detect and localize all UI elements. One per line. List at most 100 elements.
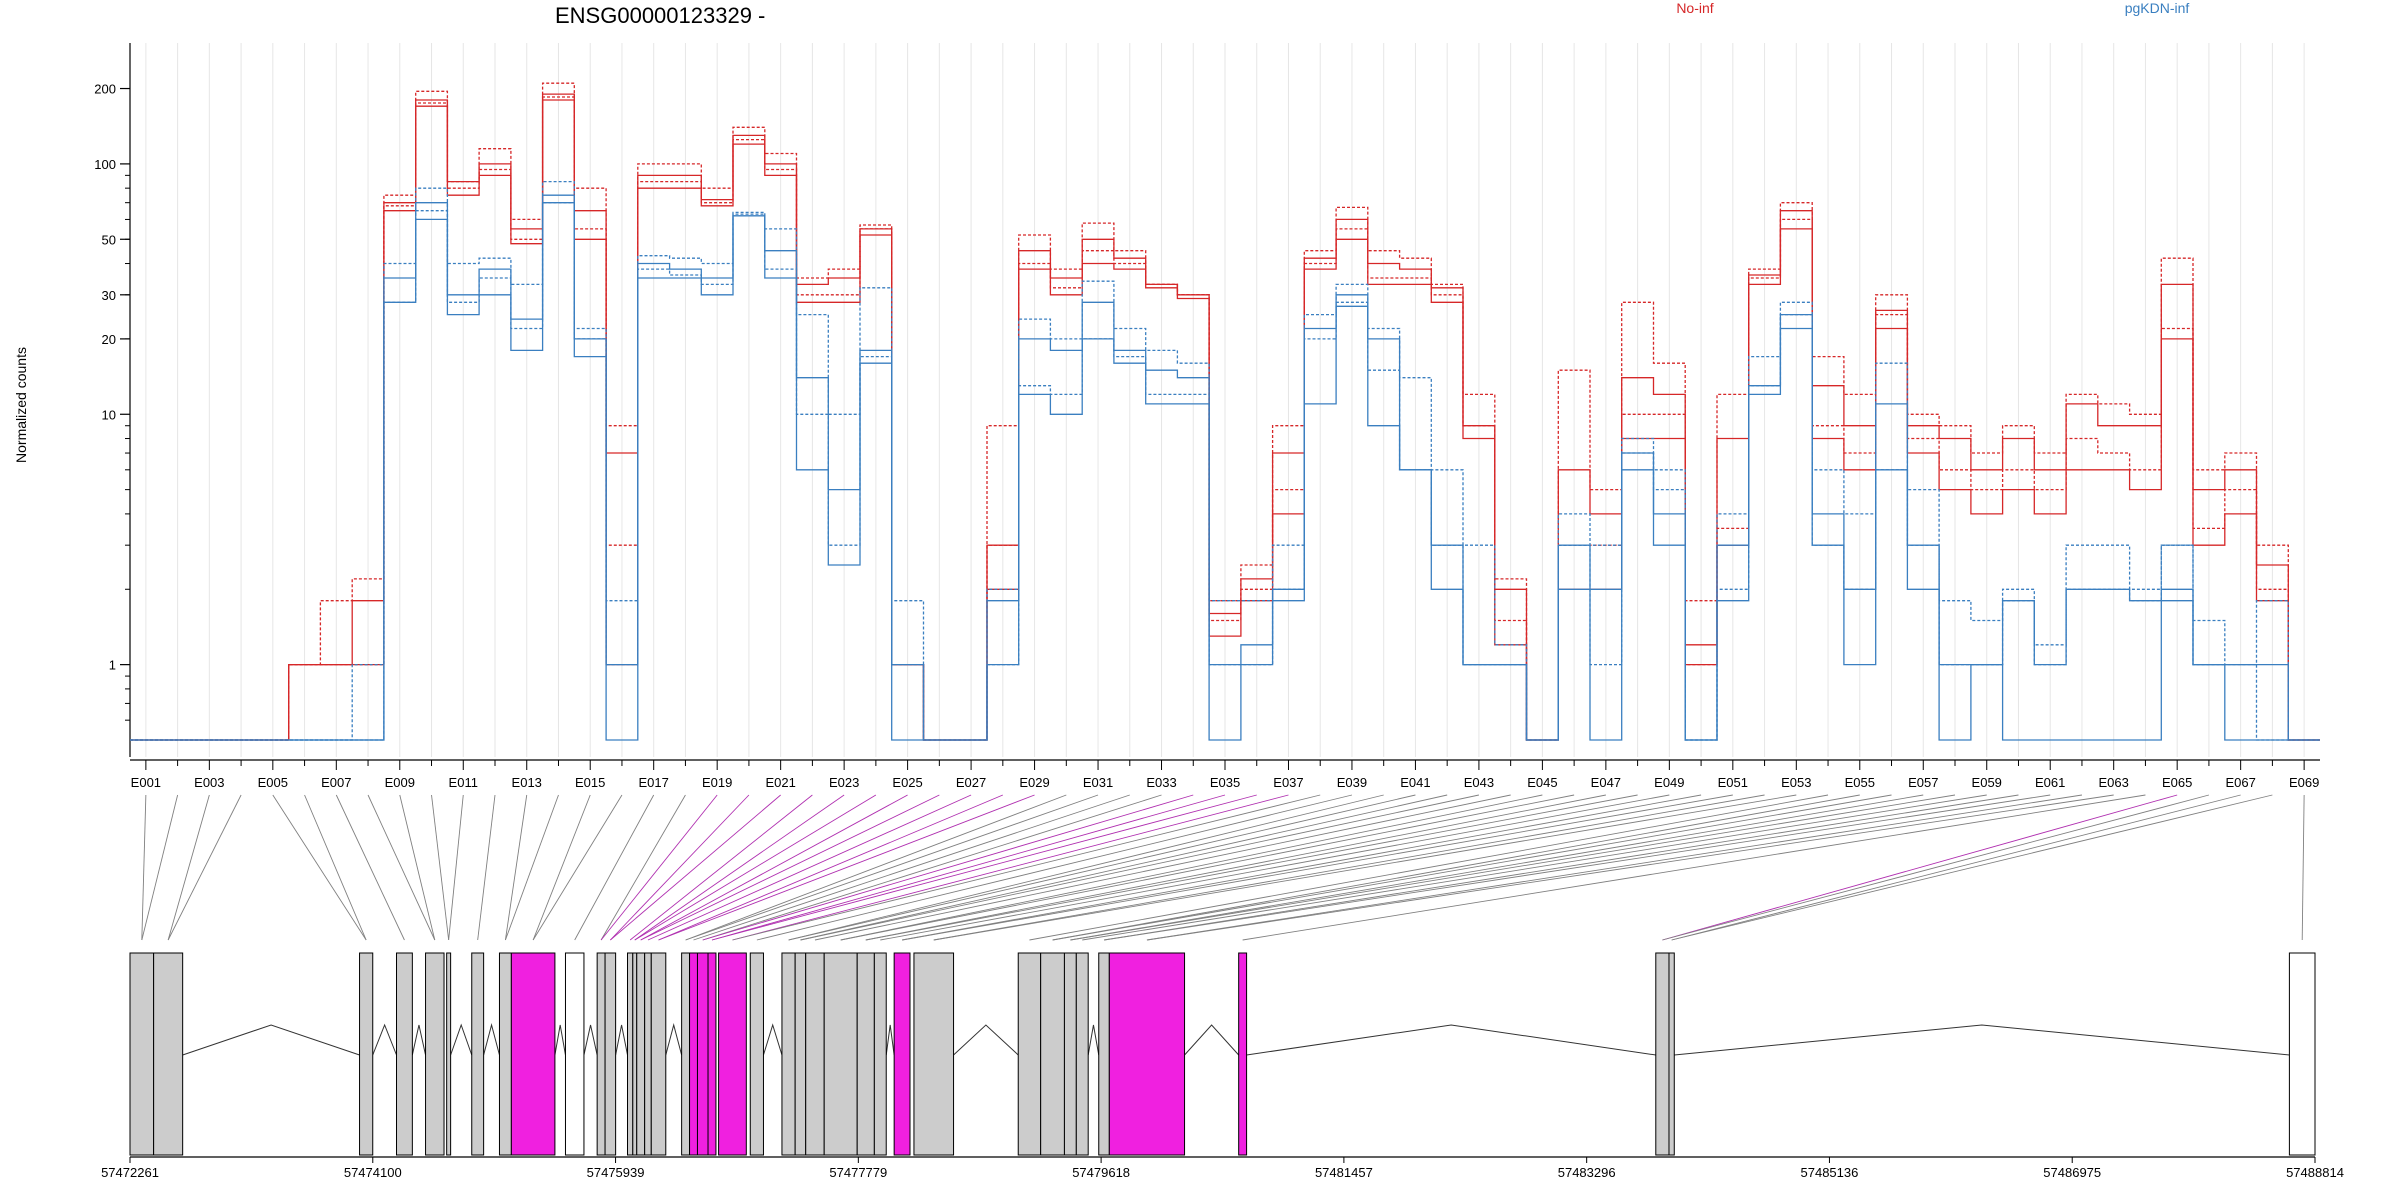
exon-connector	[1029, 794, 1829, 941]
intron-line	[665, 1023, 683, 1056]
exon-connector	[800, 794, 1480, 941]
x-tick-label: E029	[1019, 775, 1049, 790]
intron-line	[554, 1024, 566, 1056]
intron-line	[182, 1024, 360, 1056]
y-axis: 1 10 20 30 50 100 200	[94, 43, 131, 757]
x-tick-label: E065	[2162, 775, 2192, 790]
exon-connector	[634, 794, 877, 941]
exon-connector	[448, 794, 464, 941]
exon-block	[2288, 952, 2316, 1156]
exon-connector	[800, 794, 1448, 941]
coord-tick-label: 57479618	[1072, 1165, 1130, 1180]
exon-block	[1668, 952, 1675, 1156]
exon-block	[636, 952, 646, 1156]
coord-tick-label: 57486975	[2043, 1165, 2101, 1180]
exon-connector	[640, 794, 940, 941]
vertical-grid	[145, 43, 2305, 757]
x-tick-label: E055	[1845, 775, 1875, 790]
exon-connector	[141, 794, 147, 941]
exon-connector	[933, 794, 1797, 941]
exon-connector	[685, 794, 1099, 941]
intron-line	[411, 1024, 427, 1056]
exon-block	[681, 952, 691, 1156]
exon-connector	[367, 794, 436, 941]
series-lines	[130, 82, 2320, 741]
exon-connector	[1671, 794, 2273, 941]
x-tick-label: E069	[2289, 775, 2319, 790]
series-line	[130, 202, 2320, 741]
x-tick-label: E001	[131, 775, 161, 790]
exon-block	[604, 952, 617, 1156]
intron-line	[450, 1023, 473, 1056]
exon-connector	[788, 794, 1384, 941]
exon-connector	[399, 794, 436, 941]
exon-highlighted	[893, 952, 911, 1156]
exon-block	[632, 952, 638, 1156]
x-tick-label: E005	[258, 775, 288, 790]
exon-block	[873, 952, 887, 1156]
exon-connector	[732, 794, 1321, 941]
x-axis: E001 E003 E005 E007 E009 E011 E013 E015 E017 E019…	[130, 759, 2320, 790]
exon-block	[498, 952, 512, 1156]
y-tick-label: 20	[102, 332, 116, 347]
exon-connector	[658, 794, 1004, 941]
coord-tick-label: 57475939	[587, 1165, 645, 1180]
exon-connector	[477, 794, 496, 941]
intron-line	[1184, 1024, 1240, 1056]
exon-block	[627, 952, 634, 1156]
exon-block	[1017, 952, 1042, 1156]
exon-connector	[629, 794, 813, 941]
genomic-coordinate-axis: 57472261 57474100 57475939 57477779 57479618…	[101, 1156, 2344, 1180]
exon-block	[446, 952, 452, 1156]
exon-block	[644, 952, 652, 1156]
exon-block	[1075, 952, 1089, 1156]
x-tick-label: E011	[449, 775, 478, 790]
exon-highlighted	[707, 952, 717, 1156]
exon-connector	[532, 794, 623, 941]
exon-connector	[141, 794, 179, 941]
exon-connector	[167, 794, 242, 941]
x-tick-label: E037	[1273, 775, 1303, 790]
exon-connector	[600, 794, 686, 941]
exon-block	[596, 952, 606, 1156]
exon-connector	[610, 794, 750, 941]
exon-connector	[756, 794, 1353, 941]
exon-block	[805, 952, 825, 1156]
intron-line	[1674, 1024, 2290, 1056]
x-tick-label: E019	[702, 775, 732, 790]
exon-connector	[1242, 794, 2146, 941]
x-tick-label: E017	[639, 775, 669, 790]
x-tick-label: E043	[1464, 775, 1494, 790]
coord-tick-label: 57472261	[101, 1165, 159, 1180]
coord-tick-label: 57483296	[1558, 1165, 1616, 1180]
exon-block	[564, 952, 585, 1156]
x-tick-label: E039	[1337, 775, 1367, 790]
exon-connector	[2301, 794, 2305, 941]
exon-connector	[272, 794, 367, 941]
exon-connector	[1103, 794, 2019, 941]
x-tick-label: E025	[892, 775, 922, 790]
exon-highlighted	[510, 952, 556, 1156]
legend-entry-pgkdn-inf: pgKDN-inf	[2125, 0, 2190, 16]
y-tick-label: 100	[94, 157, 116, 172]
exon-connector	[901, 794, 1733, 941]
exon-connector	[640, 794, 908, 941]
intron-line	[372, 1023, 397, 1056]
exon-connector	[840, 794, 1543, 941]
exon-block	[794, 952, 807, 1156]
x-tick-label: E047	[1591, 775, 1621, 790]
x-tick-label: E007	[321, 775, 351, 790]
exon-connector	[1070, 794, 1924, 941]
exon-block	[913, 952, 955, 1156]
exon-connector	[702, 794, 1194, 941]
exon-connectors	[141, 794, 2305, 941]
exon-block	[129, 952, 155, 1156]
x-tick-label: E051	[1718, 775, 1748, 790]
exon-connector	[1146, 794, 2083, 941]
coord-tick-label: 57488814	[2286, 1165, 2344, 1180]
exon-connector	[814, 794, 1511, 941]
intron-line	[583, 1024, 598, 1056]
x-tick-label: E023	[829, 775, 859, 790]
x-tick-label: E045	[1527, 775, 1557, 790]
intron-line	[885, 1024, 895, 1056]
